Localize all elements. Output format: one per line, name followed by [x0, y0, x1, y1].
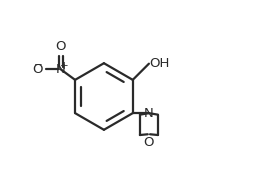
Text: +: +: [60, 61, 69, 71]
Text: O: O: [32, 63, 43, 76]
Text: O: O: [144, 136, 154, 149]
Text: O: O: [55, 40, 66, 53]
Text: OH: OH: [150, 57, 170, 70]
Text: N: N: [56, 63, 66, 76]
Text: N: N: [144, 107, 154, 120]
Text: −: −: [34, 60, 43, 70]
